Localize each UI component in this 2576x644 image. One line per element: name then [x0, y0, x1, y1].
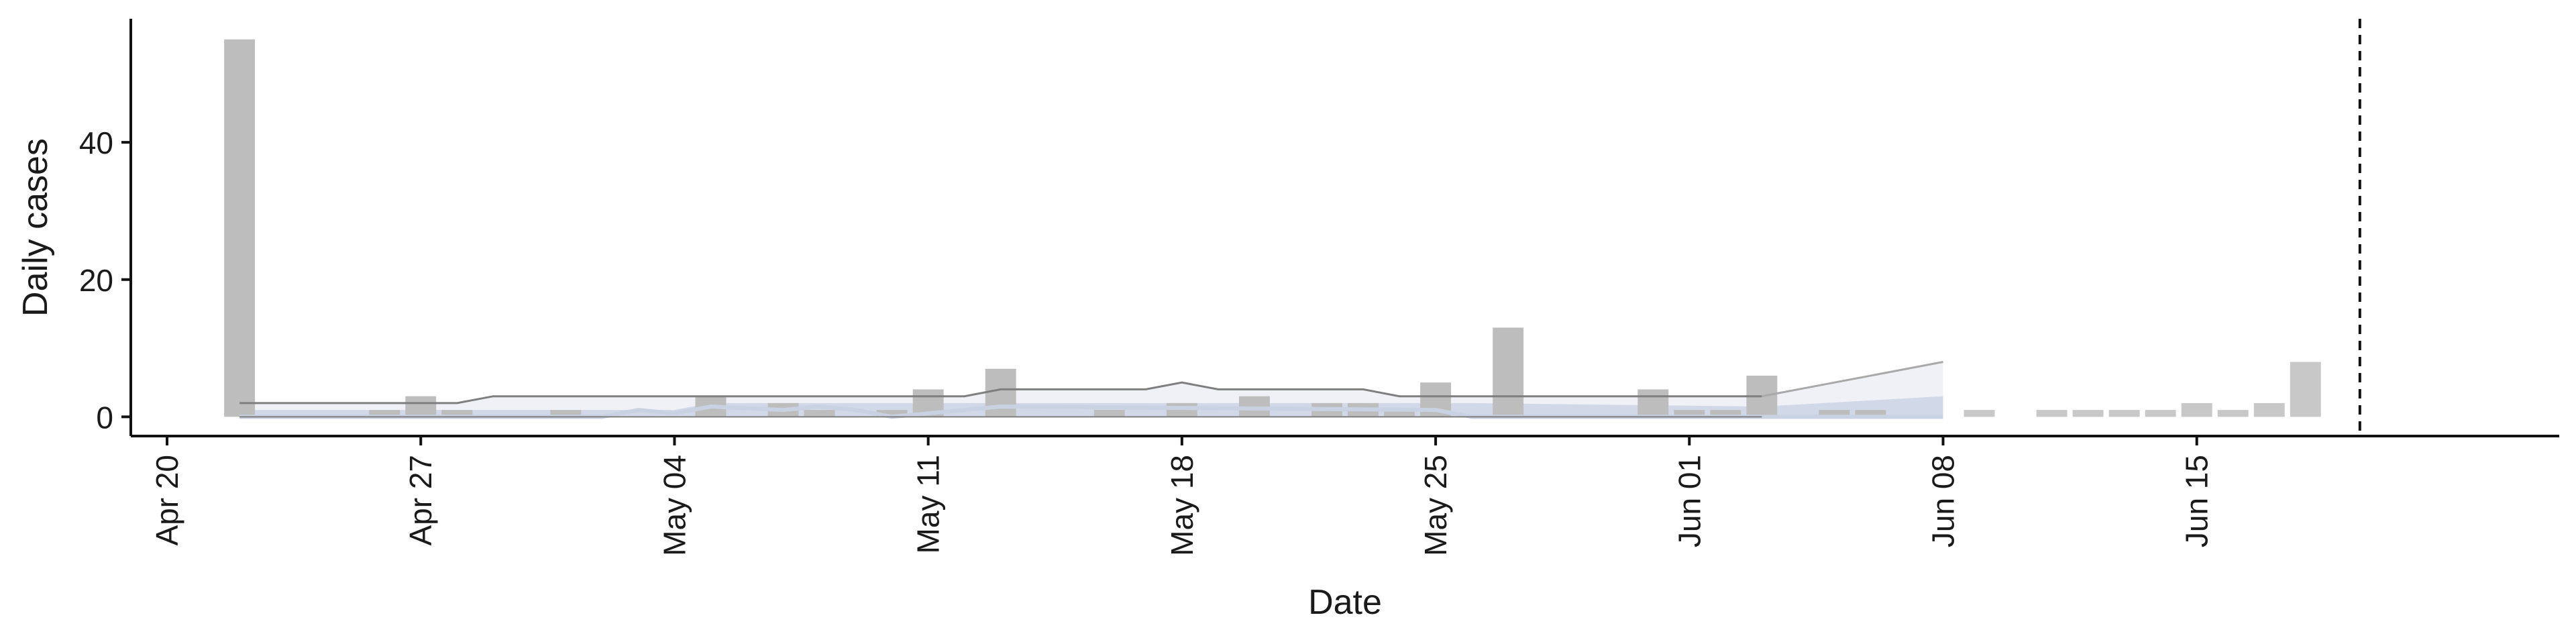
bar: [1384, 410, 1415, 417]
x-tick-label: Jun 08: [1925, 455, 1960, 547]
x-tick-label: Jun 15: [2180, 455, 2214, 547]
x-tick-label: May 18: [1165, 455, 1199, 556]
bar: [876, 410, 908, 417]
y-tick-label: 20: [79, 263, 113, 298]
bar: [2290, 362, 2321, 417]
bar: [2036, 410, 2068, 417]
bar: [2217, 410, 2249, 417]
upper-line-projection: [1762, 361, 1943, 398]
x-tick-label: Jun 01: [1672, 455, 1707, 547]
bar: [1638, 389, 1669, 417]
bar: [224, 39, 256, 417]
bar: [369, 410, 400, 417]
lines-layer: [239, 361, 1943, 419]
bar: [550, 410, 582, 417]
x-tick-label: Apr 27: [403, 455, 438, 546]
bar: [985, 368, 1016, 417]
bar: [1493, 327, 1524, 417]
x-tick-label: May 11: [911, 455, 946, 553]
bar: [405, 396, 437, 417]
x-tick-label: May 25: [1418, 455, 1453, 556]
axes-layer: 0 20 40 Apr 20 Apr 27 May 04 May 11 May 18 May 2…: [79, 19, 2559, 556]
bar: [441, 410, 473, 417]
x-tick-label: Apr 20: [150, 455, 184, 546]
bar: [2072, 410, 2104, 417]
x-axis-title: Date: [1308, 583, 1382, 622]
y-tick-label: 40: [79, 125, 113, 160]
bar: [1710, 410, 1741, 417]
bar: [1819, 410, 1850, 417]
bar: [2145, 410, 2176, 417]
bar: [1964, 410, 1995, 417]
upper-line: [239, 381, 1762, 405]
bar: [804, 410, 835, 417]
median-line: [239, 404, 1943, 419]
bar: [1093, 410, 1125, 417]
y-axis-title: Daily cases: [16, 138, 55, 317]
bar: [2181, 402, 2212, 417]
x-tick-label: May 04: [657, 455, 692, 556]
bar: [2253, 402, 2285, 417]
bar: [2108, 410, 2140, 417]
y-tick-label: 0: [96, 400, 113, 435]
bar: [1674, 410, 1705, 417]
bars-layer: [224, 39, 2321, 417]
bar: [1855, 410, 1886, 417]
